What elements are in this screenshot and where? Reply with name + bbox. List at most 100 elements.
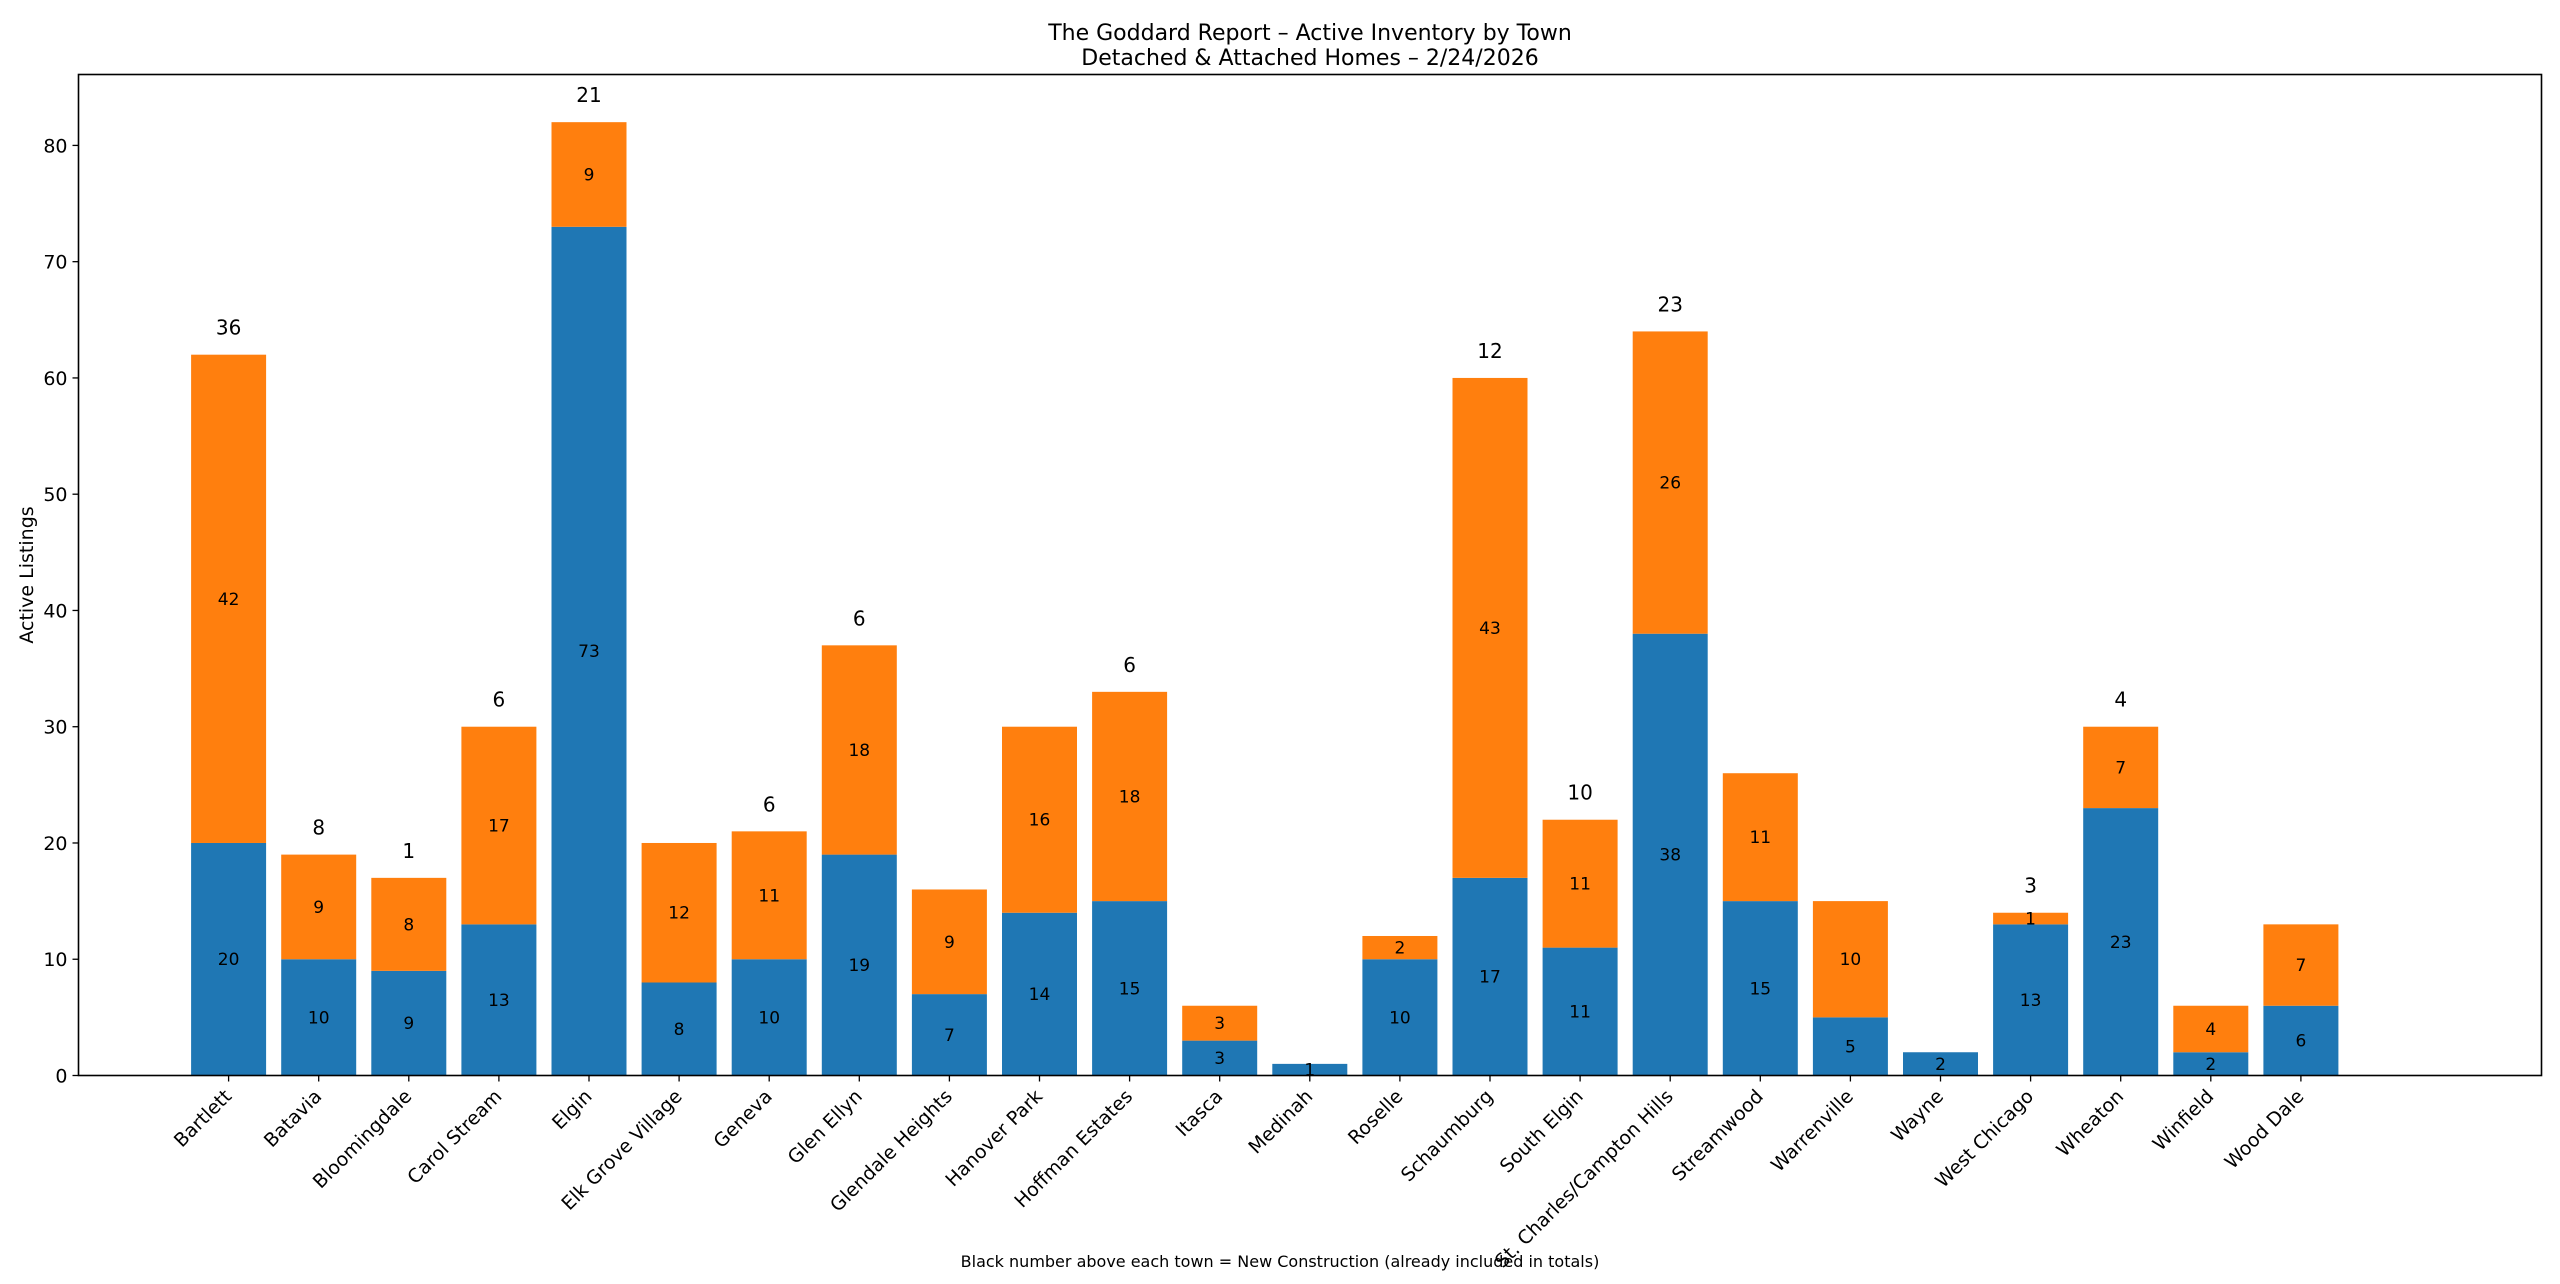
- bar-bottom-segment: [1452, 877, 1528, 1076]
- bar-bottom-label: 10: [1389, 1008, 1411, 1028]
- bar-top-label: 8: [403, 915, 414, 935]
- bar-bottom-segment: [2263, 1005, 2339, 1076]
- bar-bottom-segment: [1632, 633, 1708, 1076]
- bar-bottom-label: 11: [1569, 1003, 1591, 1023]
- bar-top-label: 2: [1394, 939, 1405, 959]
- bar-top-label: 1: [2025, 910, 2036, 930]
- new-construction-label: 36: [216, 316, 241, 340]
- bar-top-label: 11: [1569, 875, 1591, 895]
- x-tick-label: Carol Stream: [403, 1085, 506, 1188]
- bar-bottom-label: 9: [403, 1014, 414, 1034]
- bar-bottom-segment: [1182, 1040, 1258, 1076]
- bar-bottom-label: 8: [674, 1020, 685, 1040]
- bar-top-label: 11: [1749, 828, 1771, 848]
- bar-bottom-label: 7: [944, 1026, 955, 1046]
- x-tick-label: Itasca: [1172, 1085, 1228, 1141]
- new-construction-label: 8: [312, 816, 325, 840]
- new-construction-label: 21: [576, 83, 601, 107]
- chart-subtitle: Detached & Attached Homes – 2/24/2026: [1081, 46, 1538, 71]
- y-tick-label: 10: [43, 949, 67, 971]
- bar-top-segment: [2263, 924, 2339, 1006]
- bar-bottom-segment: [1993, 924, 2069, 1076]
- bar-top-label: 3: [1214, 1014, 1225, 1034]
- bar-bottom-segment: [1002, 912, 1077, 1076]
- bar-bottom-segment: [731, 959, 807, 1076]
- bar-bottom-segment: [1272, 1063, 1348, 1076]
- y-tick-label: 30: [43, 717, 67, 739]
- x-tick-label: South Elgin: [1496, 1085, 1588, 1177]
- bar-top-label: 7: [2115, 758, 2126, 778]
- bar-top-segment: [551, 122, 627, 227]
- new-construction-label: 10: [1567, 781, 1592, 805]
- new-construction-label: 3: [2024, 874, 2037, 898]
- footnote: Black number above each town = New Const…: [961, 1252, 1600, 1271]
- bar-top-label: 17: [488, 817, 510, 837]
- bar-bottom-segment: [1812, 1017, 1888, 1076]
- bar-top-segment: [1632, 331, 1708, 634]
- bar-bottom-label: 6: [2295, 1032, 2306, 1052]
- x-tick-label: Warrenville: [1767, 1085, 1858, 1176]
- plot-frame: [77, 73, 2543, 1077]
- bar-bottom-label: 1: [1304, 1061, 1315, 1081]
- bar-bottom-label: 38: [1659, 846, 1681, 866]
- bar-top-label: 4: [2205, 1020, 2216, 1040]
- bar-top-segment: [191, 354, 267, 843]
- bar-top-label: 18: [848, 741, 870, 761]
- bar-top-segment: [1542, 819, 1618, 948]
- x-tick-label: Medinah: [1244, 1085, 1317, 1158]
- bar-bottom-segment: [1362, 959, 1438, 1076]
- y-axis-label: Active Listings: [16, 506, 38, 643]
- bar-top-label: 18: [1119, 787, 1141, 807]
- bar-top-segment: [821, 645, 897, 855]
- bar-bottom-label: 20: [218, 950, 240, 970]
- bar-bottom-label: 17: [1479, 968, 1501, 988]
- x-tick-label: Glen Ellyn: [784, 1085, 867, 1168]
- bar-top-label: 9: [313, 898, 324, 918]
- bar-bottom-segment: [821, 854, 897, 1076]
- y-tick-label: 50: [43, 484, 67, 506]
- y-tick-label: 80: [43, 135, 67, 157]
- bar-bottom-segment: [1092, 901, 1168, 1076]
- bar-top-label: 9: [944, 933, 955, 953]
- x-tick-label: Wood Dale: [2221, 1085, 2309, 1173]
- bar-top-segment: [281, 854, 357, 960]
- x-tick-label: Geneva: [710, 1085, 777, 1152]
- bar-top-label: 10: [1840, 950, 1862, 970]
- x-tick-label: Schaumburg: [1397, 1085, 1498, 1186]
- y-tick-label: 20: [43, 833, 67, 855]
- new-construction-label: 12: [1477, 339, 1502, 363]
- y-tick-label: 60: [43, 368, 67, 390]
- x-tick-label: Winfield: [2149, 1085, 2219, 1155]
- bar-bottom-label: 2: [2205, 1055, 2216, 1075]
- bar-top-label: 11: [758, 886, 780, 906]
- bar-top-segment: [1362, 935, 1438, 960]
- bar-top-segment: [1993, 912, 2069, 925]
- bar-bottom-segment: [551, 226, 627, 1076]
- bar-bottom-label: 23: [2110, 933, 2132, 953]
- bar-top-segment: [461, 726, 537, 925]
- bar-top-segment: [371, 877, 447, 971]
- bar-top-segment: [2083, 726, 2159, 809]
- y-tick-label: 0: [55, 1066, 67, 1088]
- x-tick-label: Streamwood: [1668, 1085, 1768, 1185]
- bar-top-segment: [641, 842, 717, 983]
- bar-bottom-label: 15: [1119, 979, 1141, 999]
- chart-title: The Goddard Report – Active Inventory by…: [1047, 21, 1572, 46]
- bar-top-segment: [1092, 691, 1168, 902]
- bar-top-label: 9: [584, 165, 595, 185]
- bar-bottom-segment: [2173, 1052, 2249, 1076]
- bar-bottom-label: 19: [848, 956, 870, 976]
- bar-bottom-segment: [1542, 947, 1618, 1076]
- bar-bottom-label: 10: [758, 1008, 780, 1028]
- x-tick-label: Elgin: [548, 1085, 597, 1134]
- x-tick-label: Bartlett: [170, 1085, 236, 1151]
- new-construction-label: 4: [2114, 688, 2127, 712]
- bar-top-label: 26: [1659, 474, 1681, 494]
- new-construction-label: 6: [853, 606, 866, 630]
- bar-top-segment: [2173, 1005, 2249, 1053]
- x-tick-label: Wheaton: [2052, 1085, 2128, 1161]
- bar-bottom-segment: [1903, 1052, 1978, 1076]
- bar-bottom-segment: [281, 959, 357, 1076]
- y-tick-label: 40: [43, 600, 67, 622]
